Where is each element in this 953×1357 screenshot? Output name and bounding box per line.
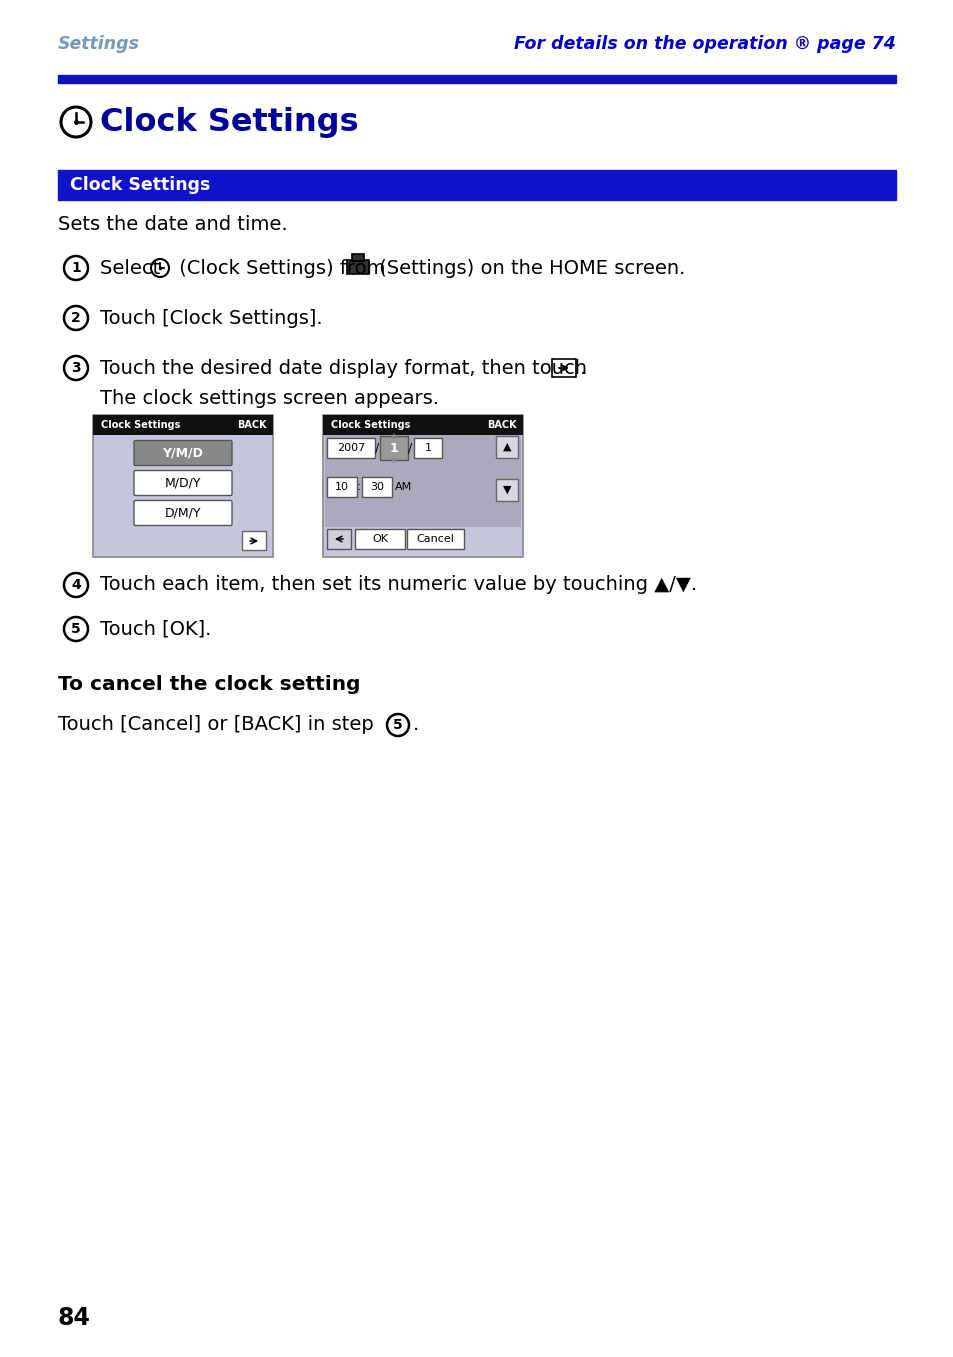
Bar [325,527,520,555]
FancyBboxPatch shape [407,529,463,550]
Text: BACK: BACK [487,421,517,430]
Bar [92,415,273,556]
Text: 5: 5 [71,622,81,636]
FancyBboxPatch shape [133,471,232,495]
Text: 10: 10 [335,482,349,493]
Text: Touch [OK].: Touch [OK]. [100,620,212,639]
FancyBboxPatch shape [379,436,408,460]
Text: For details on the operation ® page 74: For details on the operation ® page 74 [514,35,895,53]
Text: 2007: 2007 [336,442,365,453]
Text: 1: 1 [71,261,81,275]
Text: ▼: ▼ [502,484,511,495]
Text: Touch [Clock Settings].: Touch [Clock Settings]. [100,308,322,327]
FancyBboxPatch shape [361,478,392,497]
Bar [58,75,895,83]
Text: (Settings) on the HOME screen.: (Settings) on the HOME screen. [373,258,684,277]
Text: M/D/Y: M/D/Y [165,476,201,490]
FancyBboxPatch shape [352,254,364,261]
Text: The clock settings screen appears.: The clock settings screen appears. [100,388,438,407]
Text: Y/M/D: Y/M/D [162,446,203,460]
Bar [325,436,520,537]
Text: Cancel: Cancel [416,535,454,544]
FancyBboxPatch shape [347,261,369,274]
Text: Touch the desired date display format, then touch: Touch the desired date display format, t… [100,358,586,377]
FancyBboxPatch shape [327,529,351,550]
FancyBboxPatch shape [496,479,517,501]
Text: 2: 2 [71,311,81,324]
Text: 5: 5 [393,718,402,731]
Text: Clock Settings: Clock Settings [70,176,211,194]
Text: ▲: ▲ [502,442,511,452]
Text: .: . [579,358,586,377]
FancyBboxPatch shape [242,531,266,550]
Text: Sets the date and time.: Sets the date and time. [58,216,287,235]
FancyBboxPatch shape [133,501,232,525]
Text: Clock Settings: Clock Settings [331,421,410,430]
Text: 3: 3 [71,361,81,375]
Text: D/M/Y: D/M/Y [165,506,201,520]
FancyBboxPatch shape [355,529,405,550]
Bar [323,415,522,556]
Text: AM: AM [395,482,412,493]
Text: 30: 30 [370,482,384,493]
Text: Clock Settings: Clock Settings [101,421,180,430]
FancyBboxPatch shape [327,478,356,497]
Text: Touch each item, then set its numeric value by touching ▲/▼.: Touch each item, then set its numeric va… [100,575,697,594]
FancyBboxPatch shape [496,436,517,459]
Text: /: / [375,441,378,455]
Bar [92,415,273,436]
Text: Select: Select [100,258,167,277]
Text: /: / [408,441,412,455]
Text: ▲: ▲ [391,432,396,441]
Text: Clock Settings: Clock Settings [100,106,358,137]
FancyBboxPatch shape [414,438,441,459]
Text: ▼: ▼ [391,456,396,465]
FancyBboxPatch shape [327,438,375,459]
Text: :: : [356,480,361,494]
Bar [58,170,895,199]
Text: (Clock Settings) from: (Clock Settings) from [172,258,392,277]
Text: 4: 4 [71,578,81,592]
Text: 84: 84 [58,1305,91,1330]
Text: 1: 1 [424,442,431,453]
Text: 1: 1 [389,441,398,455]
Text: .: . [413,715,418,734]
Text: BACK: BACK [237,421,267,430]
Text: To cancel the clock setting: To cancel the clock setting [58,676,360,695]
FancyBboxPatch shape [552,360,576,377]
Text: Touch [Cancel] or [BACK] in step: Touch [Cancel] or [BACK] in step [58,715,374,734]
Text: OK: OK [372,535,388,544]
Text: Settings: Settings [58,35,140,53]
FancyBboxPatch shape [133,441,232,465]
Bar [323,415,522,436]
